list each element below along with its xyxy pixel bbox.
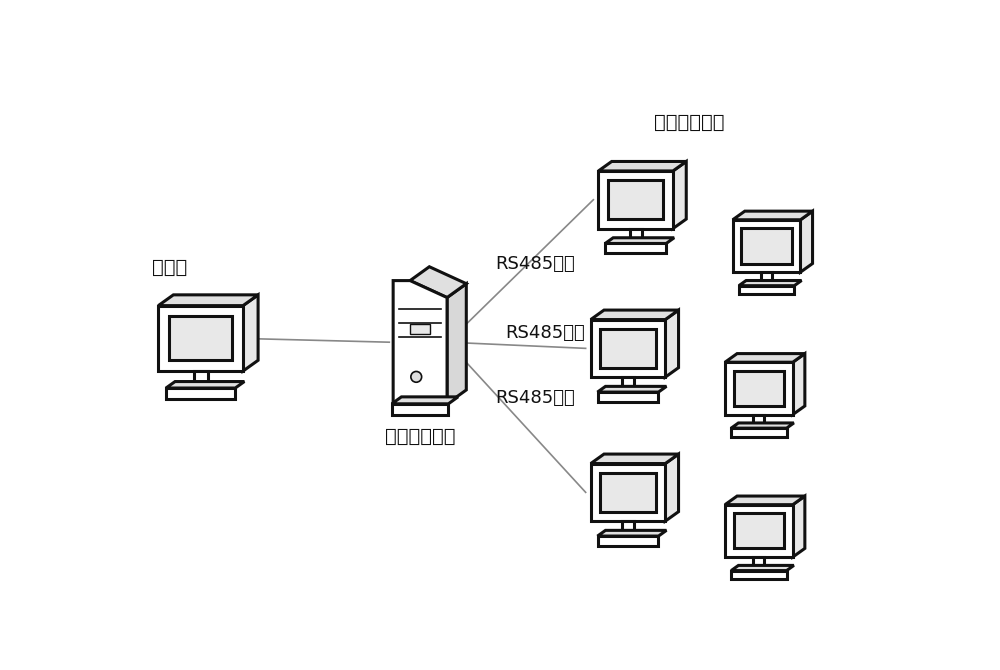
Polygon shape [741, 228, 792, 263]
Polygon shape [600, 473, 656, 512]
Text: RS485总线: RS485总线 [496, 389, 575, 407]
Polygon shape [410, 324, 430, 334]
Polygon shape [166, 388, 235, 399]
Polygon shape [725, 354, 805, 362]
Polygon shape [753, 557, 764, 571]
Polygon shape [598, 531, 666, 536]
Polygon shape [600, 329, 656, 368]
Polygon shape [665, 454, 679, 521]
Polygon shape [598, 171, 673, 228]
Text: 接口转换系统: 接口转换系统 [385, 427, 455, 446]
Polygon shape [598, 161, 686, 171]
Polygon shape [169, 316, 232, 360]
Polygon shape [243, 295, 258, 371]
Text: 上位机: 上位机 [152, 257, 187, 277]
Polygon shape [598, 387, 666, 392]
Polygon shape [166, 381, 244, 388]
Polygon shape [393, 281, 447, 404]
Polygon shape [605, 243, 666, 253]
Polygon shape [761, 272, 772, 285]
Text: RS485总线: RS485总线 [496, 255, 575, 273]
Polygon shape [753, 415, 764, 428]
Polygon shape [731, 428, 787, 437]
Polygon shape [591, 320, 665, 377]
Polygon shape [793, 354, 805, 415]
Polygon shape [731, 423, 794, 428]
Polygon shape [194, 371, 208, 388]
Polygon shape [598, 536, 658, 545]
Polygon shape [665, 310, 679, 377]
Polygon shape [734, 371, 784, 406]
Polygon shape [622, 377, 634, 392]
Polygon shape [605, 238, 674, 243]
Polygon shape [591, 454, 679, 464]
Polygon shape [410, 267, 466, 297]
Text: RS485总线: RS485总线 [505, 324, 585, 342]
Polygon shape [630, 228, 642, 243]
Polygon shape [447, 283, 466, 404]
Polygon shape [731, 565, 794, 571]
Polygon shape [734, 513, 784, 549]
Polygon shape [739, 281, 802, 285]
Polygon shape [158, 306, 243, 371]
Polygon shape [598, 392, 658, 401]
Polygon shape [725, 505, 793, 557]
Polygon shape [591, 464, 665, 521]
Polygon shape [793, 496, 805, 557]
Polygon shape [733, 211, 813, 220]
Polygon shape [608, 180, 663, 219]
Polygon shape [725, 496, 805, 505]
Polygon shape [739, 285, 794, 294]
Text: 远程测控终端: 远程测控终端 [654, 113, 725, 132]
Polygon shape [392, 397, 458, 404]
Circle shape [411, 371, 422, 383]
Polygon shape [731, 571, 787, 579]
Polygon shape [392, 404, 448, 415]
Polygon shape [673, 161, 686, 228]
Polygon shape [591, 310, 679, 320]
Polygon shape [800, 211, 813, 272]
Polygon shape [622, 521, 634, 536]
Polygon shape [725, 362, 793, 415]
Polygon shape [733, 220, 800, 272]
Polygon shape [158, 295, 258, 306]
